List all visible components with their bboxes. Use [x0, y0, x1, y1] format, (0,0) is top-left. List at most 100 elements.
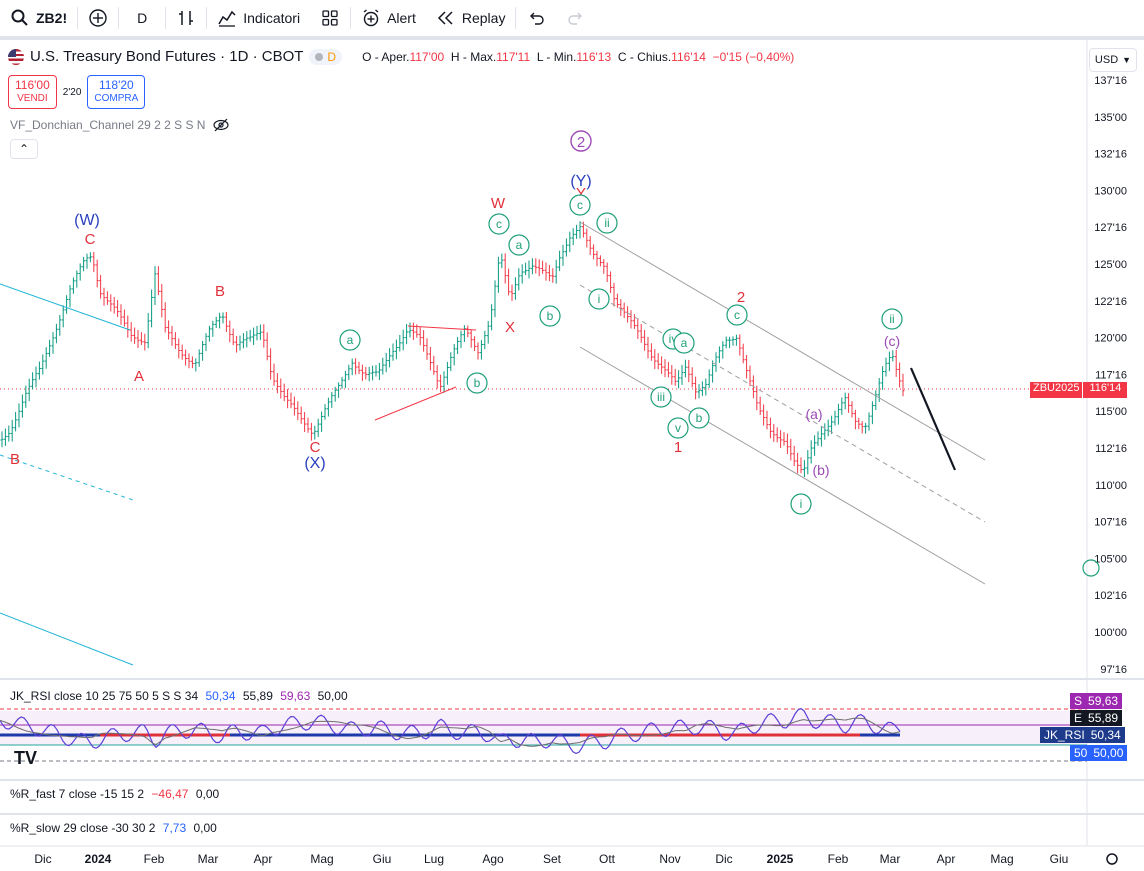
price-bar — [126, 315, 130, 338]
price-bar — [408, 322, 412, 338]
change-value: −0'15 (−0,40%) — [712, 49, 795, 64]
price-bar — [61, 305, 65, 328]
price-bar — [626, 306, 630, 323]
wave-label-purple: (b) — [812, 462, 829, 478]
price-chart[interactable]: 137'16135'00132'16130'00127'16125'00122'… — [0, 40, 1144, 871]
wave-label-green-circled: a — [508, 234, 530, 256]
time-tick-label: Apr — [937, 852, 956, 866]
wave-circle-text: c — [577, 198, 583, 212]
price-bar — [238, 335, 242, 351]
price-bar — [673, 368, 677, 386]
price-bar — [160, 283, 164, 318]
rslow-value-1: 7,73 — [162, 821, 187, 835]
price-tick-label: 102'16 — [1094, 590, 1127, 602]
price-bar — [513, 277, 517, 300]
wave-label-red: C — [85, 231, 96, 248]
time-tick-label: 2024 — [85, 852, 112, 866]
rfast-legend: %R_fast 7 close -15 15 2 −46,47 0,00 — [10, 787, 219, 801]
time-tick-label: Dic — [715, 852, 732, 866]
price-bar — [738, 334, 742, 356]
replay-button[interactable]: Replay — [426, 0, 516, 38]
price-bar — [381, 357, 385, 375]
price-bar — [819, 426, 823, 447]
layouts-button[interactable] — [310, 0, 350, 38]
wave-label-green-circled: i — [588, 288, 610, 310]
rsi-pane: TV — [0, 707, 1087, 768]
price-bar — [313, 425, 317, 440]
wave-circle — [881, 308, 903, 330]
spread-value: 2'20 — [62, 86, 82, 98]
price-bar — [595, 250, 599, 267]
wave-label-green-circled: b — [466, 372, 488, 394]
price-bar — [462, 325, 466, 343]
wave-circle-text: i — [598, 292, 601, 306]
price-bar — [398, 334, 402, 352]
wave-circle — [508, 234, 530, 256]
price-bar — [109, 294, 113, 312]
redo-button[interactable] — [556, 0, 596, 38]
wave-label-green-circled: ii — [596, 212, 618, 234]
price-bar — [847, 393, 851, 413]
price-bar — [779, 430, 783, 448]
symbol-search[interactable]: ZB2! — [0, 0, 77, 38]
price-bar — [394, 339, 398, 360]
price-tick-label: 125'00 — [1094, 259, 1127, 271]
price-bar — [479, 340, 483, 360]
price-tick-label: 135'00 — [1094, 112, 1127, 124]
price-bar — [197, 349, 201, 367]
indicator-legend[interactable]: VF_Donchian_Channel 29 2 2 S S N — [10, 118, 230, 132]
price-bar — [547, 265, 551, 282]
price-bar — [235, 335, 239, 353]
wave-circle-text: a — [347, 333, 354, 347]
price-bar — [374, 365, 378, 377]
price-tick-label: 115'00 — [1095, 406, 1127, 418]
alert-label: Alert — [387, 10, 416, 26]
price-bar — [367, 366, 371, 382]
price-bar — [296, 401, 300, 421]
price-bar — [17, 403, 21, 428]
price-bar — [384, 352, 388, 373]
price-bar — [853, 409, 857, 430]
compare-button[interactable] — [78, 0, 118, 38]
wave-circle — [650, 386, 672, 408]
price-bar — [272, 363, 276, 386]
currency-selector[interactable]: USD ▼ — [1089, 48, 1137, 72]
sell-button[interactable]: 116'00 VENDI — [8, 75, 57, 109]
price-bar — [139, 332, 143, 345]
interval-button[interactable]: D — [119, 0, 165, 38]
price-bar — [58, 314, 62, 336]
price-bar — [95, 259, 99, 288]
price-bar — [357, 361, 361, 375]
wave-label-green-circled: i — [790, 493, 812, 515]
price-bar — [221, 312, 225, 324]
grid-icon — [322, 10, 338, 26]
rsi-tag-s-label: S — [1074, 694, 1083, 708]
price-bar — [204, 333, 208, 352]
price-bar — [544, 262, 548, 281]
wave-label-red: W — [491, 195, 506, 212]
wave-label-blue: (Y) — [570, 173, 591, 190]
chart-type-button[interactable] — [166, 0, 206, 38]
buy-button[interactable]: 118'20 COMPRA — [87, 75, 146, 109]
indicators-button[interactable]: Indicatori — [207, 0, 310, 38]
wave-label-blue: (W) — [74, 212, 100, 229]
price-tick-label: 127'16 — [1094, 222, 1127, 234]
undo-button[interactable] — [516, 0, 556, 38]
price-bar — [228, 320, 232, 343]
alert-button[interactable]: Alert — [351, 0, 426, 38]
price-bar — [663, 359, 667, 378]
market-status-badge[interactable]: D — [309, 48, 343, 65]
toolbar-divider — [515, 7, 517, 29]
wave-circle — [488, 213, 510, 235]
ohlc-values: O - Aper.117'00 H - Max.117'11 L - Min.1… — [362, 50, 794, 64]
price-bar — [92, 251, 96, 273]
price-bar — [466, 325, 470, 338]
price-bar — [54, 323, 58, 344]
trend-line — [407, 325, 477, 331]
eye-hidden-icon[interactable] — [213, 118, 230, 132]
price-bar — [493, 280, 497, 318]
price-bar — [870, 401, 874, 425]
collapse-legend-button[interactable]: ⌃ — [10, 139, 38, 159]
price-bar — [27, 378, 31, 402]
price-bar — [241, 333, 245, 349]
